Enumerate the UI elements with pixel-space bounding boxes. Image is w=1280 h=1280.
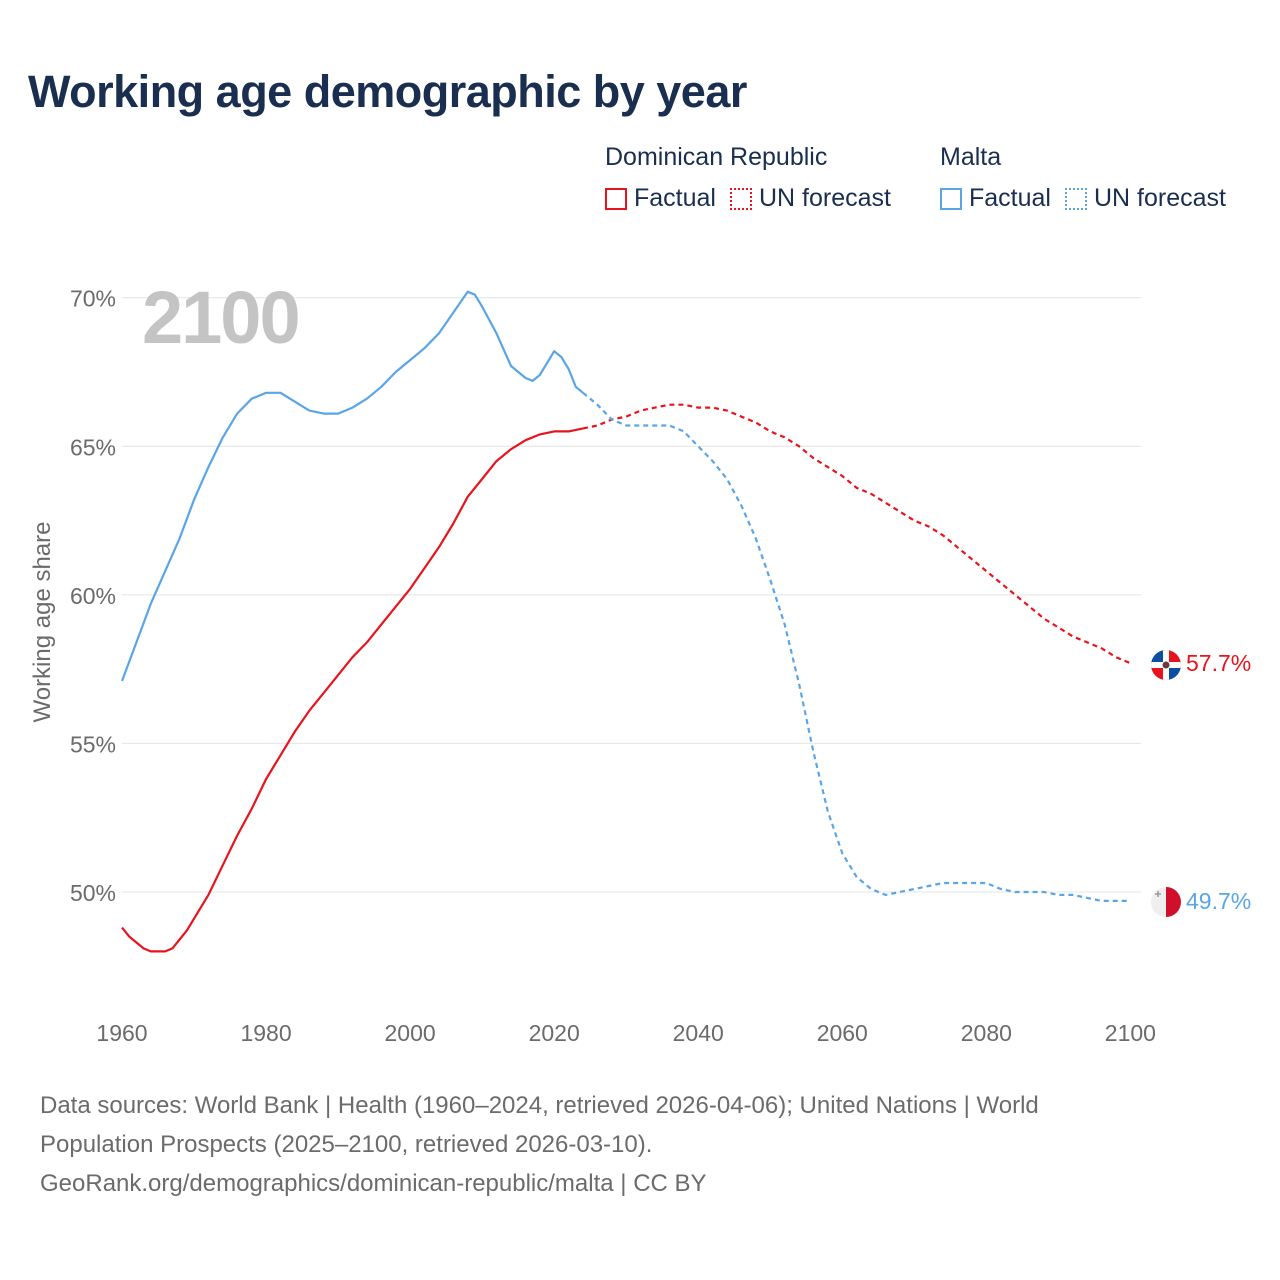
x-tick-label: 2040 (673, 1020, 724, 1046)
x-tick-label: 1960 (96, 1020, 147, 1046)
end-label-dominican-republic: 57.7% (1186, 650, 1251, 676)
series-line-dominican-republic-factual (121, 427, 584, 953)
legend-label-dr-forecast: UN forecast (758, 184, 891, 212)
legend-title-malta: Malta (940, 143, 1002, 171)
y-tick-label: 50% (70, 880, 116, 906)
series-line-malta-forecast (582, 391, 1131, 903)
x-tick-label: 2000 (385, 1020, 436, 1046)
gridlines (122, 297, 1141, 893)
series-line-malta-factual (120, 290, 584, 682)
end-labels: 57.7% 49.7% (1186, 650, 1251, 914)
series-lines (120, 290, 1131, 953)
y-tick-label: 70% (70, 286, 116, 312)
source-line-2: Population Prospects (2025–2100, retriev… (40, 1131, 653, 1158)
source-line-1: Data sources: World Bank | Health (1960–… (40, 1092, 1039, 1119)
legend-swatch-solid-icon (940, 187, 962, 210)
flag-dominican-republic-icon (1151, 650, 1181, 680)
x-tick-label: 2100 (1105, 1020, 1156, 1046)
x-axis-ticks: 1960 1980 2000 2020 2040 2060 2080 2100 (96, 1020, 1156, 1046)
legend-item-dr-factual[interactable]: Factual (605, 184, 716, 213)
legend-group-dominican-republic: Dominican Republic Factual UN forecast (605, 143, 891, 213)
legend-item-mt-factual[interactable]: Factual (940, 184, 1051, 213)
x-tick-label: 1980 (240, 1020, 291, 1046)
year-watermark: 2100 (142, 276, 299, 359)
legend-label-dr-factual: Factual (634, 184, 716, 212)
source-line-3: GeoRank.org/demographics/dominican-repub… (40, 1170, 707, 1197)
flag-malta-icon (1151, 887, 1181, 917)
x-tick-label: 2020 (529, 1020, 580, 1046)
x-tick-label: 2060 (817, 1020, 868, 1046)
legend-label-mt-forecast: UN forecast (1093, 184, 1226, 212)
legend-item-mt-forecast[interactable]: UN forecast (1064, 184, 1226, 213)
legend-swatch-dotted-icon (1064, 187, 1087, 210)
y-axis-ticks: 50% 55% 60% 65% 70% (70, 286, 116, 906)
line-chart: 50% 55% 60% 65% 70% 1960 1980 2000 2020 2040 2060… (29, 276, 1251, 1046)
legend-swatch-dotted-icon (729, 187, 752, 210)
legend-item-dr-forecast[interactable]: UN forecast (729, 184, 891, 213)
y-tick-label: 65% (70, 434, 116, 460)
chart-title: Working age demographic by year (28, 66, 747, 117)
series-line-dominican-republic-forecast (582, 403, 1131, 665)
x-tick-label: 2080 (961, 1020, 1012, 1046)
y-tick-label: 55% (70, 731, 116, 757)
legend-title-dominican-republic: Dominican Republic (605, 143, 828, 171)
legend-swatch-solid-icon (605, 187, 627, 210)
legend-group-malta: Malta Factual UN forecast (940, 143, 1226, 213)
y-axis-label: Working age share (29, 522, 56, 723)
end-label-malta: 49.7% (1186, 888, 1251, 914)
source-note: Data sources: World Bank | Health (1960–… (40, 1086, 1240, 1203)
legend-label-mt-factual: Factual (969, 184, 1051, 212)
y-tick-label: 60% (70, 583, 116, 609)
